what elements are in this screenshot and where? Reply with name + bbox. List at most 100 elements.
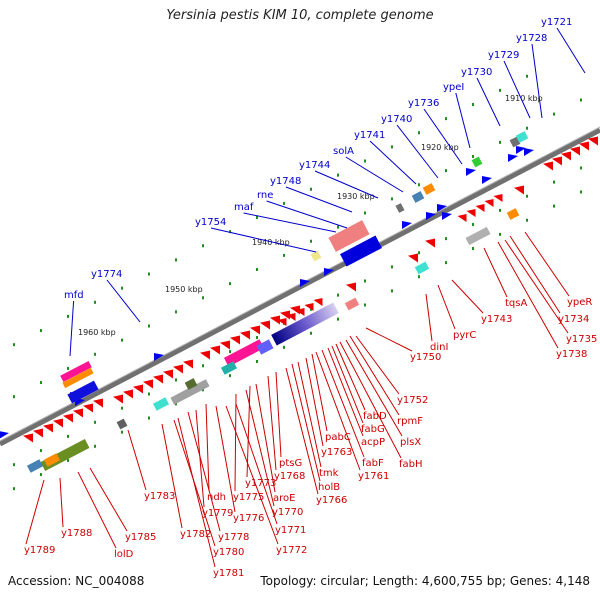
gene-label-tqsA[interactable]: tqsA [505,298,527,309]
tick-mark [445,237,447,241]
gene-label-y1783[interactable]: y1783 [144,491,175,502]
gene-label-y1789[interactable]: y1789 [24,545,55,556]
gene-label-fabG[interactable]: fabG [361,424,385,435]
gene-label-y1776[interactable]: y1776 [233,513,264,524]
gene-label-y1782[interactable]: y1782 [180,529,211,540]
gene-label-y1772[interactable]: y1772 [276,545,307,556]
reverse-gene-arrow [83,403,93,413]
feature-block [310,250,322,262]
feature-block [344,297,360,311]
forward-gene-arrow [402,221,412,229]
gene-label-y1728[interactable]: y1728 [516,33,547,44]
reverse-gene-arrow [173,364,183,374]
gene-label-ypeR[interactable]: ypeR [567,297,592,308]
leader-line [339,341,402,459]
gene-label-acpP[interactable]: acpP [361,437,385,448]
gene-label-aroE[interactable]: aroE [273,493,295,504]
tick-mark [13,343,15,347]
gene-label-fabH[interactable]: fabH [399,459,423,470]
feature-block [184,378,198,390]
tick-mark [148,272,150,276]
gene-label-y1779[interactable]: y1779 [202,508,233,519]
gene-label-lolD[interactable]: lolD [114,549,134,560]
tick-mark [445,169,447,173]
gene-label-y1736[interactable]: y1736 [408,98,439,109]
tick-mark [67,314,69,318]
gene-label-y1721[interactable]: y1721 [541,17,572,28]
feature-block [116,418,128,430]
gene-label-y1734[interactable]: y1734 [558,314,589,325]
feature-block [515,131,529,143]
gene-label-ptsG[interactable]: ptsG [279,458,302,469]
tick-mark [553,204,555,208]
gene-label-plsX[interactable]: plsX [400,437,421,448]
gene-label-solA[interactable]: solA [333,146,354,157]
gene-label-pyrC[interactable]: pyrC [453,330,476,341]
gene-label-holB[interactable]: holB [318,482,340,493]
tick-mark [202,364,204,368]
leader-line [425,293,433,342]
tick-mark [175,402,177,406]
leader-line [524,231,570,297]
gene-label-y1785[interactable]: y1785 [125,532,156,543]
gene-label-pabC[interactable]: pabC [325,432,351,443]
gene-label-y1774[interactable]: y1774 [91,269,122,280]
forward-gene-arrow [466,168,476,176]
feature-block [220,361,238,375]
gene-label-rpmF[interactable]: rpmF [397,416,423,427]
gene-label-y1741[interactable]: y1741 [354,130,385,141]
leader-line [235,403,278,525]
gene-label-y1780[interactable]: y1780 [213,547,244,558]
gene-label-mfd[interactable]: mfd [64,290,84,301]
gene-label-y1752[interactable]: y1752 [397,395,428,406]
gene-label-maf[interactable]: maf [234,202,254,213]
gene-label-y1773[interactable]: y1773 [245,478,276,489]
tick-mark [391,197,393,201]
gene-label-y1761[interactable]: y1761 [358,471,389,482]
leader-line [275,371,282,458]
gene-label-rne[interactable]: rne [257,190,273,201]
gene-label-y1768[interactable]: y1768 [274,471,305,482]
gene-label-y1771[interactable]: y1771 [275,525,306,536]
gene-label-dinI[interactable]: dinI [430,342,448,353]
forward-gene-arrow [442,212,452,220]
tick-mark [418,251,420,255]
gene-label-ndh[interactable]: ndh [207,492,226,503]
gene-label-fabF[interactable]: fabF [362,458,384,469]
gene-label-fabD[interactable]: fabD [363,411,387,422]
feature-shapes [0,131,598,473]
leader-line [483,247,508,298]
gene-label-y1781[interactable]: y1781 [213,568,244,579]
feature-block [170,379,210,405]
leader-line [106,279,141,323]
gene-label-y1729[interactable]: y1729 [488,50,519,61]
gene-label-ypeI[interactable]: ypeI [443,82,464,93]
tick-mark [121,338,123,342]
leader-line [311,353,328,432]
reverse-gene-arrow [93,398,103,408]
tick-mark [13,395,15,399]
tick-mark [580,190,582,194]
gene-label-tmk[interactable]: tmk [319,468,339,479]
forward-gene-labels: y1721 y1728 y1729 y1730 ypeI y1736 y1740 y1741s… [64,17,586,357]
gene-label-y1770[interactable]: y1770 [272,507,303,518]
gene-label-y1775[interactable]: y1775 [233,492,264,503]
gene-label-y1788[interactable]: y1788 [61,528,92,539]
leader-line [321,349,365,458]
reverse-gene-arrow [475,204,485,212]
gene-label-y1738[interactable]: y1738 [556,349,587,360]
reverse-gene-arrow [113,394,123,404]
gene-label-y1754[interactable]: y1754 [195,217,226,228]
gene-label-y1744[interactable]: y1744 [299,160,330,171]
gene-label-y1763[interactable]: y1763 [321,447,352,458]
gene-label-y1730[interactable]: y1730 [461,67,492,78]
gene-label-y1735[interactable]: y1735 [566,334,597,345]
gene-label-y1766[interactable]: y1766 [316,495,347,506]
tick-mark [472,102,474,106]
gene-label-y1740[interactable]: y1740 [381,114,412,125]
gene-label-y1778[interactable]: y1778 [218,532,249,543]
gene-label-y1743[interactable]: y1743 [481,314,512,325]
gene-label-y1748[interactable]: y1748 [270,176,301,187]
reverse-gene-arrow [143,379,153,389]
gene-label-y1750[interactable]: y1750 [410,352,441,363]
